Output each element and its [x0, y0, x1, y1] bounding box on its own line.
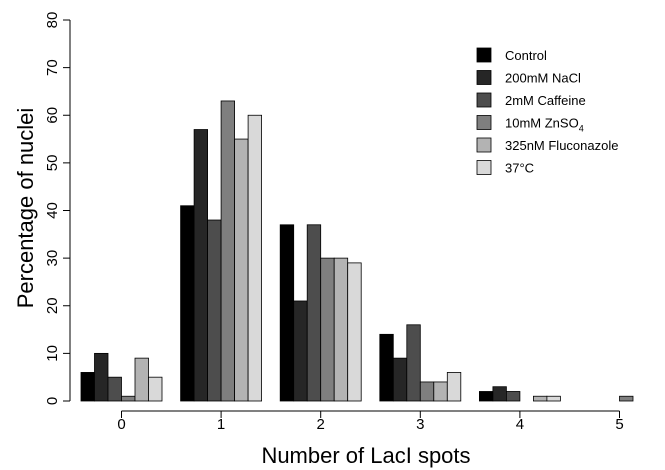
bar: [446, 372, 462, 402]
x-tick-label: 0: [117, 416, 125, 433]
x-tick-label: 1: [217, 416, 225, 433]
x-tick-label: 4: [516, 416, 524, 433]
y-tick-label: 50: [44, 155, 61, 172]
legend: Control 200mM NaCl 2mM Caffeine 10mM ZnSO4 3…: [476, 47, 618, 176]
bar: [207, 219, 222, 402]
bar: [180, 205, 195, 402]
legend-label-main: 10mM ZnSO: [505, 116, 579, 131]
x-axis: 0 1 2 3 4 5: [117, 410, 624, 433]
y-axis-title: Percentage of nuclei: [13, 108, 38, 309]
bar: [533, 395, 548, 402]
x-tick-label: 2: [317, 416, 325, 433]
bar: [94, 352, 109, 402]
bar: [379, 333, 394, 402]
legend-swatch: [476, 47, 492, 63]
legend-label: 10mM ZnSO4: [505, 116, 584, 134]
y-tick-label: 70: [44, 59, 61, 76]
bar: [347, 262, 362, 402]
bar: [546, 395, 561, 402]
bar: [320, 257, 335, 402]
bar: [619, 395, 634, 402]
x-tick-label: 3: [416, 416, 424, 433]
bar: [293, 300, 308, 402]
bar: [478, 391, 494, 402]
bar: [234, 138, 249, 402]
legend-swatch: [476, 92, 492, 108]
legend-swatch: [476, 115, 492, 130]
x-axis-title: Number of LacI spots: [261, 443, 470, 468]
y-tick-label: 0: [44, 397, 61, 405]
bar: [433, 381, 448, 402]
y-tick-label: 30: [44, 250, 61, 267]
bar: [392, 357, 408, 402]
y-tick-label: 80: [44, 12, 61, 29]
legend-label: 325nM Fluconazole: [505, 138, 618, 153]
legend-label: Control: [505, 48, 547, 63]
bar: [107, 376, 122, 402]
bar: [193, 129, 209, 402]
bar: [220, 100, 236, 402]
legend-swatch: [476, 137, 492, 153]
legend-swatch: [476, 70, 492, 85]
legend-swatch: [476, 160, 492, 175]
y-tick-label: 20: [44, 297, 61, 314]
bar: [505, 391, 521, 402]
bar: [148, 376, 163, 402]
bar: [333, 257, 349, 402]
y-axis: 0 10 20 30 40 50 60 70 80: [44, 12, 71, 405]
bar: [247, 114, 263, 402]
bar: [492, 386, 507, 402]
legend-label: 37°C: [505, 161, 534, 176]
y-tick-label: 10: [44, 345, 61, 362]
bar: [419, 381, 435, 402]
legend-label: 2mM Caffeine: [505, 93, 586, 108]
bar: [80, 372, 95, 402]
bar: [279, 224, 295, 402]
legend-label-subscript: 4: [579, 124, 584, 134]
bar: [134, 357, 149, 402]
bar: [406, 324, 421, 402]
x-tick-label: 5: [615, 416, 623, 433]
bars: [80, 100, 634, 402]
y-tick-label: 60: [44, 107, 61, 124]
bar: [306, 224, 322, 402]
y-tick-label: 40: [44, 202, 61, 219]
legend-label: 200mM NaCl: [505, 71, 581, 86]
bar: [121, 395, 136, 402]
